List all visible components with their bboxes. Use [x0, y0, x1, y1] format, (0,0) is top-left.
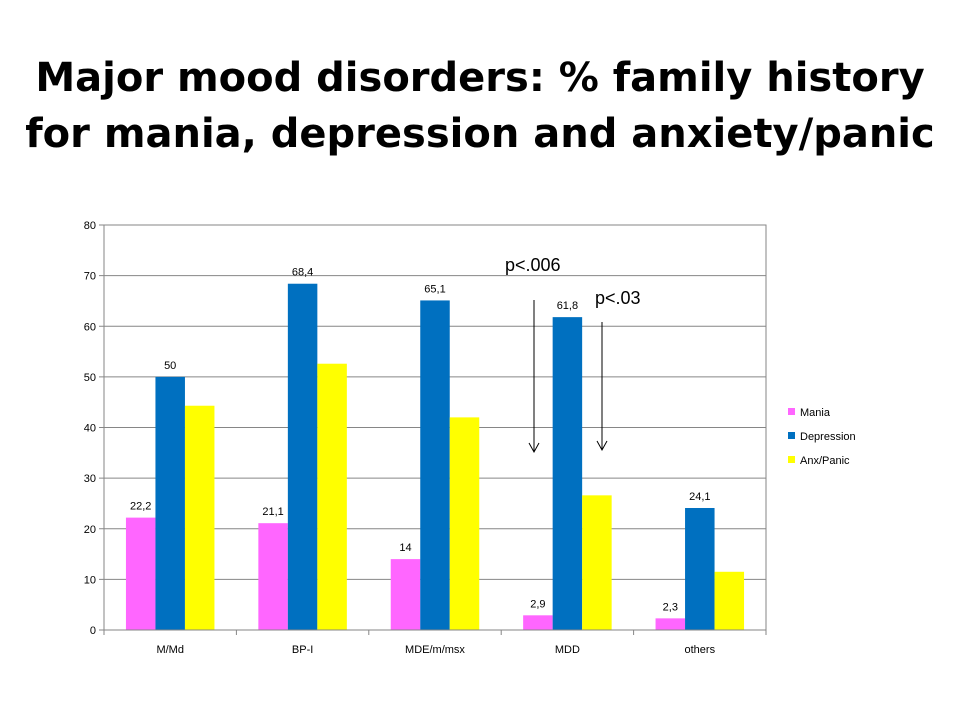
bar-depression	[420, 300, 450, 630]
legend-swatch	[788, 456, 795, 463]
data-label: 21,1	[262, 506, 283, 518]
legend: Mania Depression Anx/Panic	[788, 407, 856, 467]
data-label: 22,2	[130, 501, 151, 513]
down-arrow-icon	[528, 442, 540, 454]
x-tick-label: MDE/m/msx	[405, 644, 465, 656]
bar-anx-panic	[714, 571, 745, 630]
bar-anx-panic	[449, 417, 480, 630]
bar-mania	[125, 517, 156, 630]
slide-title-line-1: Major mood disorders: % family history	[35, 55, 925, 101]
y-tick-label: 50	[84, 372, 96, 384]
bars	[125, 283, 745, 630]
bar-depression	[685, 507, 715, 630]
data-label: 68,4	[292, 267, 313, 279]
bar-anx-panic	[582, 495, 612, 630]
x-tick-label: BP-I	[292, 644, 313, 656]
down-arrow-icon	[596, 440, 608, 452]
data-label: 24,1	[689, 491, 710, 503]
legend-label: Mania	[800, 407, 831, 419]
bar-anx-panic	[184, 405, 215, 630]
data-label: 65,1	[424, 283, 445, 295]
bar-mania	[258, 523, 288, 630]
data-labels: 22,2 21,1 14 2,9 2,3 50 68,4 65,1 61,8 24,1	[130, 267, 711, 614]
x-tick-label: others	[685, 644, 716, 656]
data-label: 2,3	[663, 601, 678, 613]
y-tick-label: 70	[84, 271, 96, 283]
significance-label: p<.03	[595, 288, 641, 308]
data-label: 14	[399, 542, 411, 554]
y-tick-label: 60	[84, 321, 96, 333]
significance-label: p<.006	[505, 255, 561, 275]
bar-mania	[390, 559, 421, 630]
y-tick-label: 10	[84, 574, 96, 586]
data-label: 50	[164, 360, 176, 372]
bar-mania	[523, 615, 553, 630]
y-tick-label: 20	[84, 524, 96, 536]
data-label: 61,8	[557, 300, 578, 312]
x-tick-label: MDD	[555, 644, 580, 656]
axes: 0 10 20 30 40 50 60 70 80 M/Md BP-I MDE/m/msx MDD oth…	[84, 220, 767, 656]
x-tick-label: M/Md	[156, 644, 184, 656]
bar-anx-panic	[317, 363, 347, 630]
legend-label: Anx/Panic	[800, 455, 850, 467]
y-tick-label: 0	[90, 625, 96, 637]
slide-title: Major mood disorders: % family history f…	[20, 50, 940, 162]
bar-depression	[155, 376, 185, 630]
y-tick-label: 80	[84, 220, 96, 232]
slide-title-line-2: for mania, depression and anxiety/panic	[25, 111, 935, 157]
data-label: 2,9	[530, 598, 545, 610]
legend-swatch	[788, 432, 795, 439]
bar-depression	[287, 283, 318, 630]
y-tick-label: 30	[84, 473, 96, 485]
y-tick-label: 40	[84, 423, 96, 435]
bar-mania	[655, 618, 686, 630]
legend-swatch	[788, 408, 795, 415]
bar-depression	[552, 317, 583, 630]
annotations: p<.006 p<.03	[505, 255, 641, 454]
legend-label: Depression	[800, 431, 856, 443]
